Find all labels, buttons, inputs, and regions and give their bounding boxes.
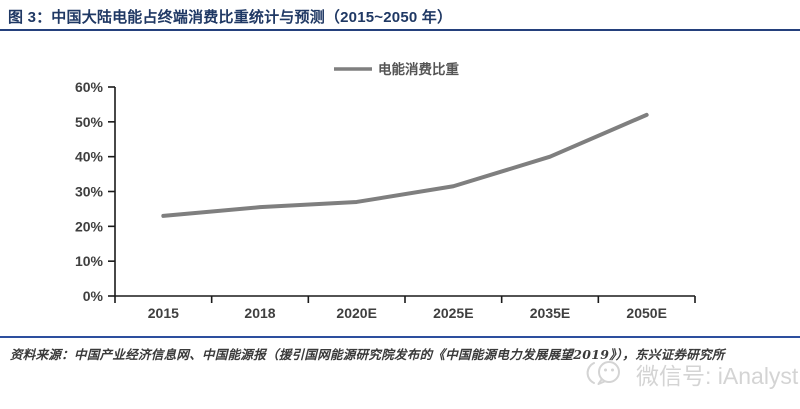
source-text: 中国产业经济信息网、中国能源报（援引国网能源研究院发布的《中国能源电力发展展望2…	[74, 347, 725, 362]
y-tick-label: 0%	[83, 288, 104, 304]
watermark-text: 微信号: iAnalyst	[636, 363, 799, 389]
legend-label: 电能消费比重	[378, 61, 459, 78]
watermark: 微信号: iAnalyst	[584, 357, 798, 391]
series-line-电能消费比重	[161, 112, 649, 218]
x-tick-label: 2018	[244, 305, 275, 321]
source-label: 资料来源：	[10, 347, 75, 362]
y-tick-label: 20%	[75, 218, 104, 234]
x-tick-label: 2035E	[530, 305, 570, 321]
footer-divider	[0, 336, 800, 338]
figure-title: 图 3：中国大陆电能占终端消费比重统计与预测（2015~2050 年）	[8, 9, 453, 26]
x-tick-label: 2050E	[626, 305, 666, 321]
y-tick-label: 50%	[75, 114, 104, 130]
y-tick-label: 40%	[75, 149, 104, 165]
source-note: 资料来源：中国产业经济信息网、中国能源报（援引国网能源研究院发布的《中国能源电力…	[10, 344, 792, 363]
x-tick-label: 2020E	[336, 305, 376, 321]
y-tick-label: 60%	[75, 79, 104, 95]
y-tick-label: 30%	[75, 184, 104, 200]
y-tick-label: 10%	[75, 253, 104, 269]
title-divider	[0, 29, 800, 31]
wechat-icon	[586, 361, 620, 385]
x-tick-label: 2015	[148, 305, 179, 321]
x-tick-label: 2025E	[433, 305, 473, 321]
line-chart: 电能消费比重 0% 10% 20% 30% 40% 50% 60% 2015 2018 2020E 2…	[75, 61, 696, 321]
